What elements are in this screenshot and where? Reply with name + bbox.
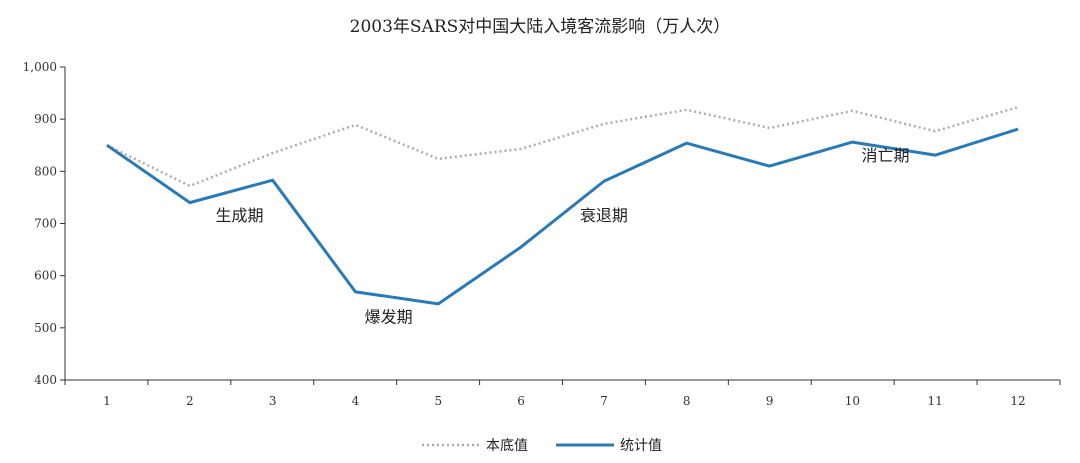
y-tick-label: 900 bbox=[34, 112, 57, 126]
chart-title: 2003年SARS对中国大陆入境客流影响（万人次） bbox=[349, 17, 731, 37]
x-tick-label: 1 bbox=[103, 394, 111, 408]
annotation: 衰退期 bbox=[580, 206, 628, 225]
y-tick-label: 800 bbox=[34, 164, 57, 178]
annotation: 生成期 bbox=[216, 206, 264, 225]
series-line-2 bbox=[106, 127, 1019, 306]
x-tick-label: 12 bbox=[1010, 394, 1025, 408]
y-tick-label: 500 bbox=[34, 321, 57, 335]
series-line-1 bbox=[106, 105, 1019, 188]
x-tick-label: 10 bbox=[845, 394, 860, 408]
x-tick-label: 4 bbox=[352, 394, 360, 408]
annotation: 消亡期 bbox=[861, 146, 909, 165]
y-tick-label: 1,000 bbox=[23, 60, 57, 74]
y-tick-label: 400 bbox=[34, 373, 57, 387]
x-tick-label: 6 bbox=[517, 394, 525, 408]
y-tick-label: 700 bbox=[34, 217, 57, 231]
x-tick-label: 8 bbox=[683, 394, 691, 408]
x-tick-label: 2 bbox=[186, 394, 194, 408]
x-tick-label: 9 bbox=[766, 394, 774, 408]
x-tick-label: 11 bbox=[928, 394, 943, 408]
legend-label: 本底值 bbox=[486, 438, 528, 454]
y-tick-label: 600 bbox=[34, 269, 57, 283]
x-tick-label: 7 bbox=[600, 394, 608, 408]
annotation: 爆发期 bbox=[365, 308, 413, 327]
legend-label: 统计值 bbox=[620, 438, 662, 454]
x-tick-label: 5 bbox=[434, 394, 442, 408]
x-tick-label: 3 bbox=[269, 394, 277, 408]
